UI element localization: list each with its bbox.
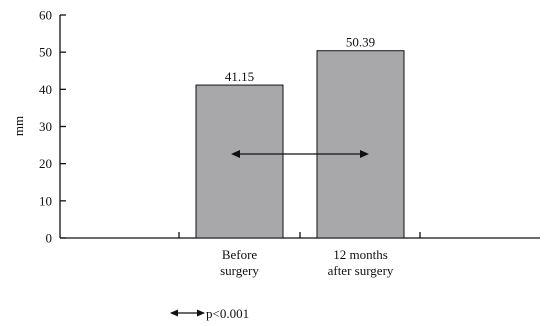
comparison-arrow-left-head: [231, 150, 240, 158]
y-tick-label: 30: [39, 119, 52, 134]
comparison-arrow-right-head: [360, 150, 369, 158]
x-tick-label: 12 months: [333, 247, 388, 262]
y-tick-label: 40: [39, 82, 52, 97]
legend-arrow-left-head: [170, 309, 178, 317]
y-tick-label: 20: [39, 156, 52, 171]
bars: 41.15 50.39: [195, 35, 405, 239]
data-label: 50.39: [346, 35, 375, 50]
x-tick-label: Before: [222, 247, 258, 262]
legend-label: p<0.001: [206, 306, 249, 321]
y-axis: 0 10 20 30 40 50 60: [39, 8, 66, 246]
x-tick-label: after surgery: [328, 263, 394, 278]
legend-arrow-right-head: [197, 309, 205, 317]
data-label: 41.15: [225, 69, 254, 84]
y-tick-label: 10: [39, 193, 52, 208]
y-tick-label: 50: [39, 45, 52, 60]
y-tick-label: 0: [46, 231, 53, 246]
comparison-overlay: [231, 150, 369, 158]
legend: p<0.001: [170, 306, 249, 321]
y-axis-label: mm: [11, 116, 26, 136]
bar: [316, 50, 405, 239]
y-tick-label: 60: [39, 8, 52, 23]
x-tick-label: surgery: [220, 263, 259, 278]
bar: [195, 84, 284, 239]
